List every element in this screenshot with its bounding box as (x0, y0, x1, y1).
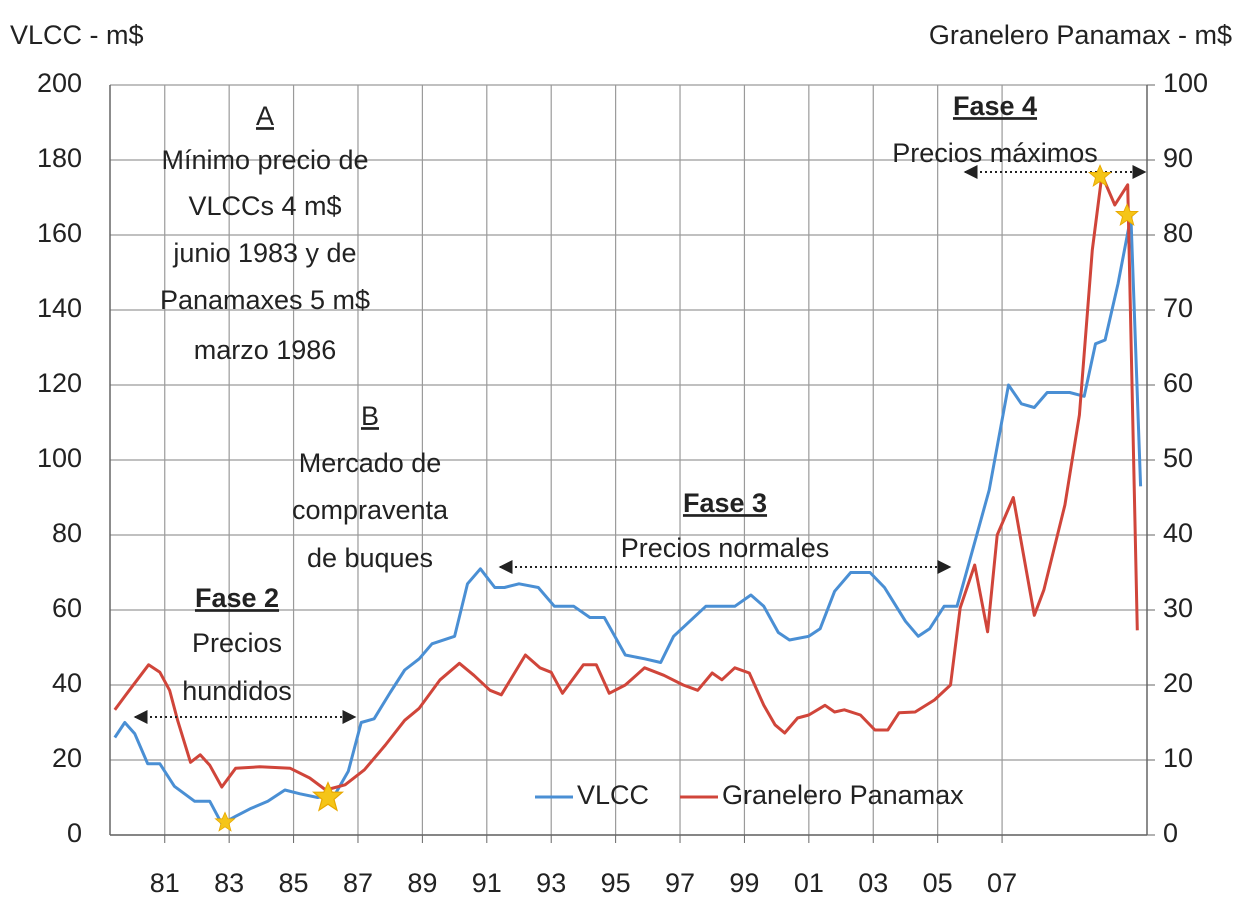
y2-axis-label: Granelero Panamax - m$ (929, 20, 1232, 50)
annotation-text: hundidos (182, 676, 292, 706)
star (1087, 164, 1113, 187)
y2-tick-label: 30 (1163, 593, 1193, 623)
star (311, 781, 345, 812)
x-tick-label: 91 (472, 868, 502, 898)
x-tick-label: 07 (987, 868, 1017, 898)
y-tick-label: 60 (52, 593, 82, 623)
stars (214, 164, 1140, 832)
y2-tick-label: 100 (1163, 68, 1208, 98)
y-tick-label: 20 (52, 743, 82, 773)
y2-tick-label: 0 (1163, 818, 1178, 848)
annotation-text: de buques (307, 543, 433, 573)
x-tick-label: 01 (794, 868, 824, 898)
x-tick-label: 95 (601, 868, 631, 898)
annotation-text: marzo 1986 (194, 335, 337, 365)
annotation-text: junio 1983 y de (172, 238, 356, 268)
annotation-text: compraventa (292, 495, 449, 525)
y-tick-label: 200 (37, 68, 82, 98)
annotation-heading: B (361, 401, 379, 431)
y-tick-label: 80 (52, 518, 82, 548)
y-tick-label: 140 (37, 293, 82, 323)
x-tick-label: 85 (279, 868, 309, 898)
x-tick-label: 93 (536, 868, 566, 898)
y2-tick-label: 80 (1163, 218, 1193, 248)
annotation-heading: A (256, 101, 274, 131)
star (214, 811, 236, 832)
x-tick-label: 81 (150, 868, 180, 898)
x-tick-label: 97 (665, 868, 695, 898)
annotation-heading: Fase 4 (953, 91, 1037, 121)
series-line (113, 173, 1139, 792)
annotation-text: Precios normales (621, 533, 830, 563)
annotation-text: Precios (192, 628, 282, 658)
y-tick-label: 0 (67, 818, 82, 848)
x-tick-label: 03 (858, 868, 888, 898)
legend-label: VLCC (577, 780, 649, 810)
y-tick-label: 160 (37, 218, 82, 248)
y-axis-label: VLCC - m$ (10, 20, 144, 50)
annotation-text: Precios máximos (892, 138, 1098, 168)
y2-tick-label: 40 (1163, 518, 1193, 548)
annotation-heading: Fase 3 (683, 488, 767, 518)
annotation-text: Mínimo precio de (161, 145, 368, 175)
x-tick-label: 87 (343, 868, 373, 898)
star (1114, 203, 1140, 226)
series-line (113, 214, 1143, 826)
x-tick-label: 89 (407, 868, 437, 898)
y-tick-label: 100 (37, 443, 82, 473)
y2-tick-label: 60 (1163, 368, 1193, 398)
y-tick-label: 40 (52, 668, 82, 698)
x-tick-label: 99 (729, 868, 759, 898)
annotation-text: Mercado de (299, 448, 442, 478)
lines (113, 173, 1143, 826)
annotation-text: VLCCs 4 m$ (188, 191, 341, 221)
y-tick-label: 120 (37, 368, 82, 398)
y2-tick-label: 90 (1163, 143, 1193, 173)
annotation-heading: Fase 2 (195, 583, 279, 613)
y2-tick-label: 70 (1163, 293, 1193, 323)
legend-label: Granelero Panamax (722, 780, 964, 810)
y2-tick-label: 20 (1163, 668, 1193, 698)
x-tick-label: 05 (923, 868, 953, 898)
y-tick-label: 180 (37, 143, 82, 173)
y2-tick-label: 50 (1163, 443, 1193, 473)
annotation-text: Panamaxes 5 m$ (160, 285, 370, 315)
x-tick-label: 83 (214, 868, 244, 898)
y2-tick-label: 10 (1163, 743, 1193, 773)
